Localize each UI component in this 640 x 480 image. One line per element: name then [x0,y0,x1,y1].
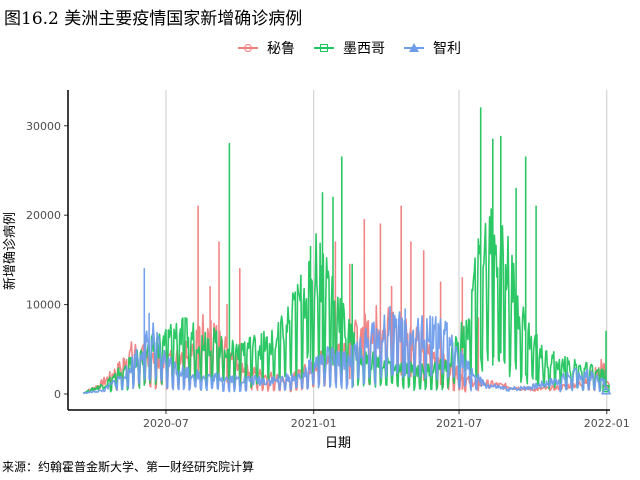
y-tick-label: 20000 [26,209,61,222]
legend-key-chile [401,41,427,55]
series-end-marker-2 [600,385,612,395]
legend: 秘鲁 墨西哥 智利 [235,38,477,58]
y-axis-title: 新增确诊病例 [2,212,18,290]
y-tick-label: 10000 [26,299,61,312]
x-tick-label: 2022-01 [584,417,630,430]
series-line-2 [83,268,607,394]
legend-label-mexico: 墨西哥 [343,41,385,57]
legend-label-chile: 智利 [433,41,461,57]
axes: 2020-07 2021-01 2021-07 2022-01 0 10000 20000 3… [26,90,630,430]
x-tick-label: 2020-07 [143,417,189,430]
source-note: 来源：约翰霍普金斯大学、第一财经研究院计算 [2,460,255,474]
chart-title: 图16.2 美洲主要疫情国家新增确诊病例 [4,9,303,29]
legend-item-chile: 智利 [401,38,461,58]
series-lines [82,107,612,395]
legend-key-mexico [311,41,337,55]
legend-item-peru: 秘鲁 [235,38,295,58]
x-tick-label: 2021-07 [436,417,482,430]
legend-label-peru: 秘鲁 [267,41,295,57]
x-axis-title: 日期 [325,436,351,451]
y-tick-label: 30000 [26,120,61,133]
legend-key-peru [235,41,261,55]
x-tick-label: 2021-01 [291,417,337,430]
legend-item-mexico: 墨西哥 [311,38,385,58]
y-tick-label: 0 [54,388,61,401]
